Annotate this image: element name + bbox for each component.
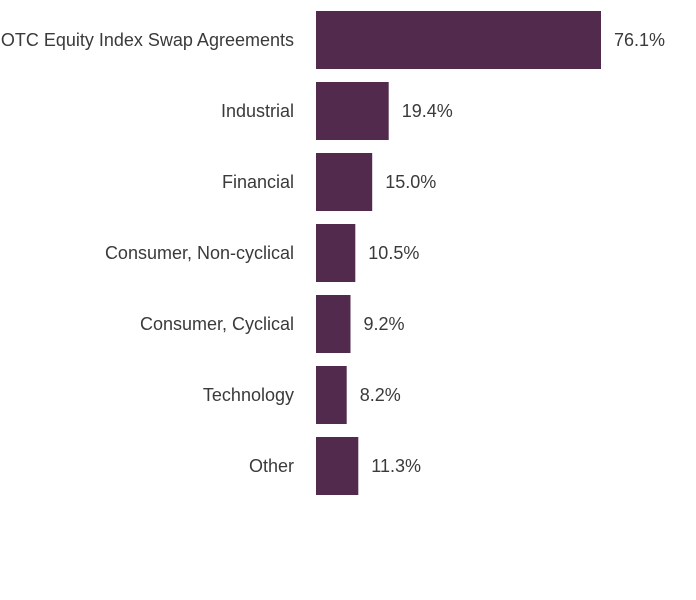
- value-label-2: 15.0%: [385, 172, 436, 192]
- bar-2: [316, 153, 373, 211]
- value-label-5: 8.2%: [360, 385, 401, 405]
- category-label-3: Consumer, Non-cyclical: [105, 243, 294, 263]
- category-label-5: Technology: [203, 385, 294, 405]
- bar-1: [316, 82, 389, 140]
- value-label-0: 76.1%: [614, 30, 665, 50]
- category-label-1: Industrial: [221, 101, 294, 121]
- bar-0: [316, 11, 601, 69]
- category-label-4: Consumer, Cyclical: [140, 314, 294, 334]
- category-label-2: Financial: [222, 172, 294, 192]
- bar-4: [316, 295, 351, 353]
- value-label-1: 19.4%: [402, 101, 453, 121]
- bar-6: [316, 437, 359, 495]
- value-label-4: 9.2%: [364, 314, 405, 334]
- bar-3: [316, 224, 356, 282]
- category-label-0: OTC Equity Index Swap Agreements: [1, 30, 294, 50]
- bar-5: [316, 366, 347, 424]
- category-label-6: Other: [249, 456, 294, 476]
- value-label-3: 10.5%: [368, 243, 419, 263]
- value-label-6: 11.3%: [371, 456, 421, 476]
- labels-layer: OTC Equity Index Swap Agreements 76.1% Ind…: [1, 30, 665, 476]
- bars-layer: [316, 11, 601, 495]
